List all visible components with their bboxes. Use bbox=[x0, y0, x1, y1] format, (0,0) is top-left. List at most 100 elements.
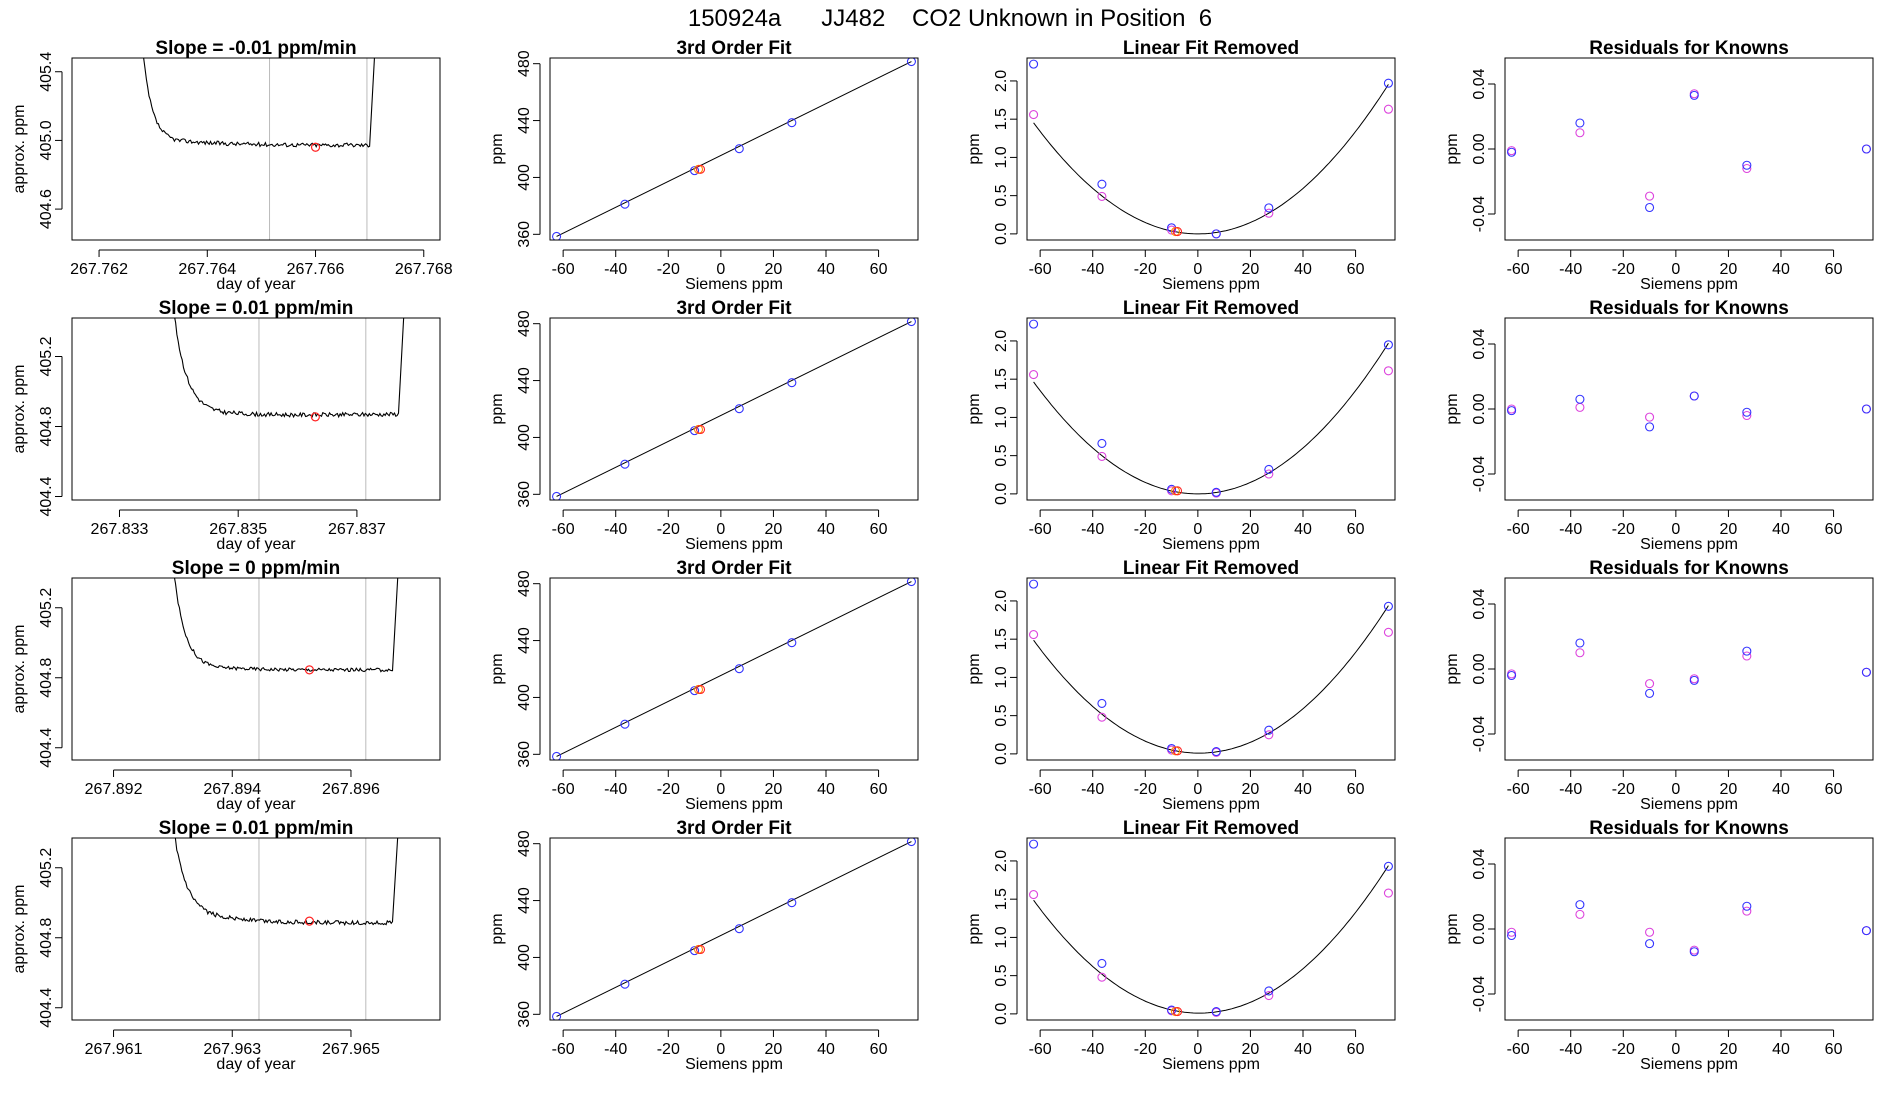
x-tick-label: -40 bbox=[1081, 1041, 1104, 1058]
x-tick-label: -60 bbox=[552, 781, 575, 798]
x-tick-label: -60 bbox=[1029, 521, 1052, 538]
x-axis-label: day of year bbox=[216, 1056, 296, 1073]
alt-point bbox=[1029, 110, 1039, 120]
y-tick-label: 480 bbox=[516, 830, 533, 857]
x-tick-label: 267.961 bbox=[85, 1041, 143, 1058]
panel-r0-c2: Linear Fit Removed -60 -40 -20 0 20 40 60 0.0 0.5… bbox=[966, 38, 1396, 293]
x-tick-label: 0 bbox=[1193, 261, 1202, 278]
known-point bbox=[1211, 229, 1221, 239]
alt-point bbox=[1575, 909, 1585, 919]
x-tick-label: 20 bbox=[765, 261, 783, 278]
known-point bbox=[1645, 202, 1655, 213]
x-tick-label: -40 bbox=[1559, 521, 1582, 538]
x-tick-label: 0 bbox=[716, 1041, 725, 1058]
plot-area bbox=[1507, 900, 1871, 957]
y-tick-label: 404.4 bbox=[38, 988, 55, 1028]
known-point bbox=[1575, 394, 1585, 404]
y-tick-label: 1.5 bbox=[993, 368, 1010, 390]
x-tick-label: 60 bbox=[1347, 781, 1365, 798]
x-tick-label: 60 bbox=[870, 521, 888, 538]
y-axis-label: approx. ppm bbox=[11, 885, 28, 974]
plot-area bbox=[552, 58, 916, 240]
known-point bbox=[734, 404, 744, 414]
x-tick-label: 267.965 bbox=[322, 1041, 380, 1058]
known-point bbox=[690, 426, 700, 436]
x-axis-label: Siemens ppm bbox=[1162, 276, 1260, 293]
panel-title: Linear Fit Removed bbox=[1123, 558, 1299, 579]
x-tick-label: -20 bbox=[1134, 261, 1157, 278]
x-tick-label: -40 bbox=[604, 521, 627, 538]
y-tick-label: 360 bbox=[516, 221, 533, 248]
y-tick-label: 360 bbox=[516, 741, 533, 768]
x-axis-label: Siemens ppm bbox=[685, 536, 783, 553]
plot-frame bbox=[1026, 57, 1396, 241]
x-tick-label: -20 bbox=[1134, 521, 1157, 538]
known-point bbox=[1383, 340, 1393, 350]
panel-title: Linear Fit Removed bbox=[1123, 818, 1299, 839]
plot-frame bbox=[71, 317, 441, 501]
panel-title: Slope = 0.01 ppm/min bbox=[159, 298, 354, 319]
x-tick-label: 0 bbox=[716, 781, 725, 798]
fit-line bbox=[556, 841, 912, 1017]
panel-r0-c3: Residuals for Knowns -60 -40 -20 0 20 40 60 -0.0… bbox=[1444, 38, 1874, 293]
alt-point bbox=[1383, 366, 1393, 376]
alt-point bbox=[1097, 191, 1107, 201]
x-tick-label: 267.896 bbox=[322, 781, 380, 798]
x-tick-label: 40 bbox=[1772, 261, 1790, 278]
x-axis-label: Siemens ppm bbox=[1640, 1056, 1738, 1073]
x-tick-label: 0 bbox=[1193, 781, 1202, 798]
x-tick-label: 40 bbox=[1772, 781, 1790, 798]
x-axis-label: Siemens ppm bbox=[1162, 796, 1260, 813]
y-axis-label: ppm bbox=[966, 393, 983, 424]
x-tick-label: 267.892 bbox=[85, 781, 143, 798]
x-tick-label: -60 bbox=[552, 521, 575, 538]
x-tick-label: -40 bbox=[1559, 781, 1582, 798]
fit-line bbox=[556, 321, 912, 497]
x-tick-label: -60 bbox=[552, 1041, 575, 1058]
y-tick-label: 405.4 bbox=[38, 52, 55, 92]
unknown-point bbox=[1172, 746, 1183, 756]
alt-point bbox=[1097, 712, 1107, 722]
y-tick-label: 0.00 bbox=[1471, 133, 1488, 164]
y-axis-label: ppm bbox=[489, 653, 506, 684]
x-tick-label: 60 bbox=[1825, 781, 1843, 798]
y-tick-label: 405.2 bbox=[38, 336, 55, 376]
y-tick-label: 0.04 bbox=[1471, 588, 1488, 619]
known-point bbox=[552, 751, 562, 760]
x-tick-label: -20 bbox=[657, 261, 680, 278]
y-axis-label: approx. ppm bbox=[11, 625, 28, 714]
alt-point bbox=[1645, 191, 1655, 201]
known-point bbox=[620, 459, 630, 469]
y-tick-label: 0.04 bbox=[1471, 848, 1488, 879]
y-axis-label: ppm bbox=[489, 133, 506, 164]
plot-frame bbox=[1026, 577, 1396, 761]
alt-point bbox=[1097, 972, 1107, 982]
x-tick-label: 20 bbox=[1242, 261, 1260, 278]
x-tick-label: 60 bbox=[870, 261, 888, 278]
known-point bbox=[1861, 404, 1871, 414]
unknown-point bbox=[695, 424, 706, 435]
x-tick-label: 267.768 bbox=[395, 261, 453, 278]
x-tick-label: 267.762 bbox=[70, 261, 128, 278]
known-point bbox=[1507, 930, 1517, 941]
y-tick-label: 0.00 bbox=[1471, 393, 1488, 424]
known-point bbox=[1167, 1005, 1177, 1015]
known-point bbox=[1029, 579, 1039, 589]
x-tick-label: -20 bbox=[1134, 1041, 1157, 1058]
alt-point bbox=[1742, 651, 1752, 661]
known-point bbox=[1861, 667, 1871, 677]
x-tick-label: -60 bbox=[1507, 1041, 1530, 1058]
plot-frame bbox=[1504, 577, 1874, 761]
known-point bbox=[1097, 179, 1107, 189]
plot-area bbox=[143, 58, 375, 240]
panel-r1-c1: 3rd Order Fit -60 -40 -20 0 20 40 60 360 400 440 48… bbox=[489, 298, 919, 553]
y-tick-label: 404.4 bbox=[38, 728, 55, 768]
x-tick-label: -40 bbox=[604, 261, 627, 278]
panel-title: 3rd Order Fit bbox=[676, 38, 792, 59]
x-tick-label: 40 bbox=[1294, 521, 1312, 538]
y-tick-label: 1.0 bbox=[993, 146, 1010, 168]
plot-area bbox=[1029, 319, 1393, 498]
known-point bbox=[690, 686, 700, 696]
panel-r3-c0: Slope = 0.01 ppm/min 267.961 267.963 267.96… bbox=[11, 818, 441, 1073]
